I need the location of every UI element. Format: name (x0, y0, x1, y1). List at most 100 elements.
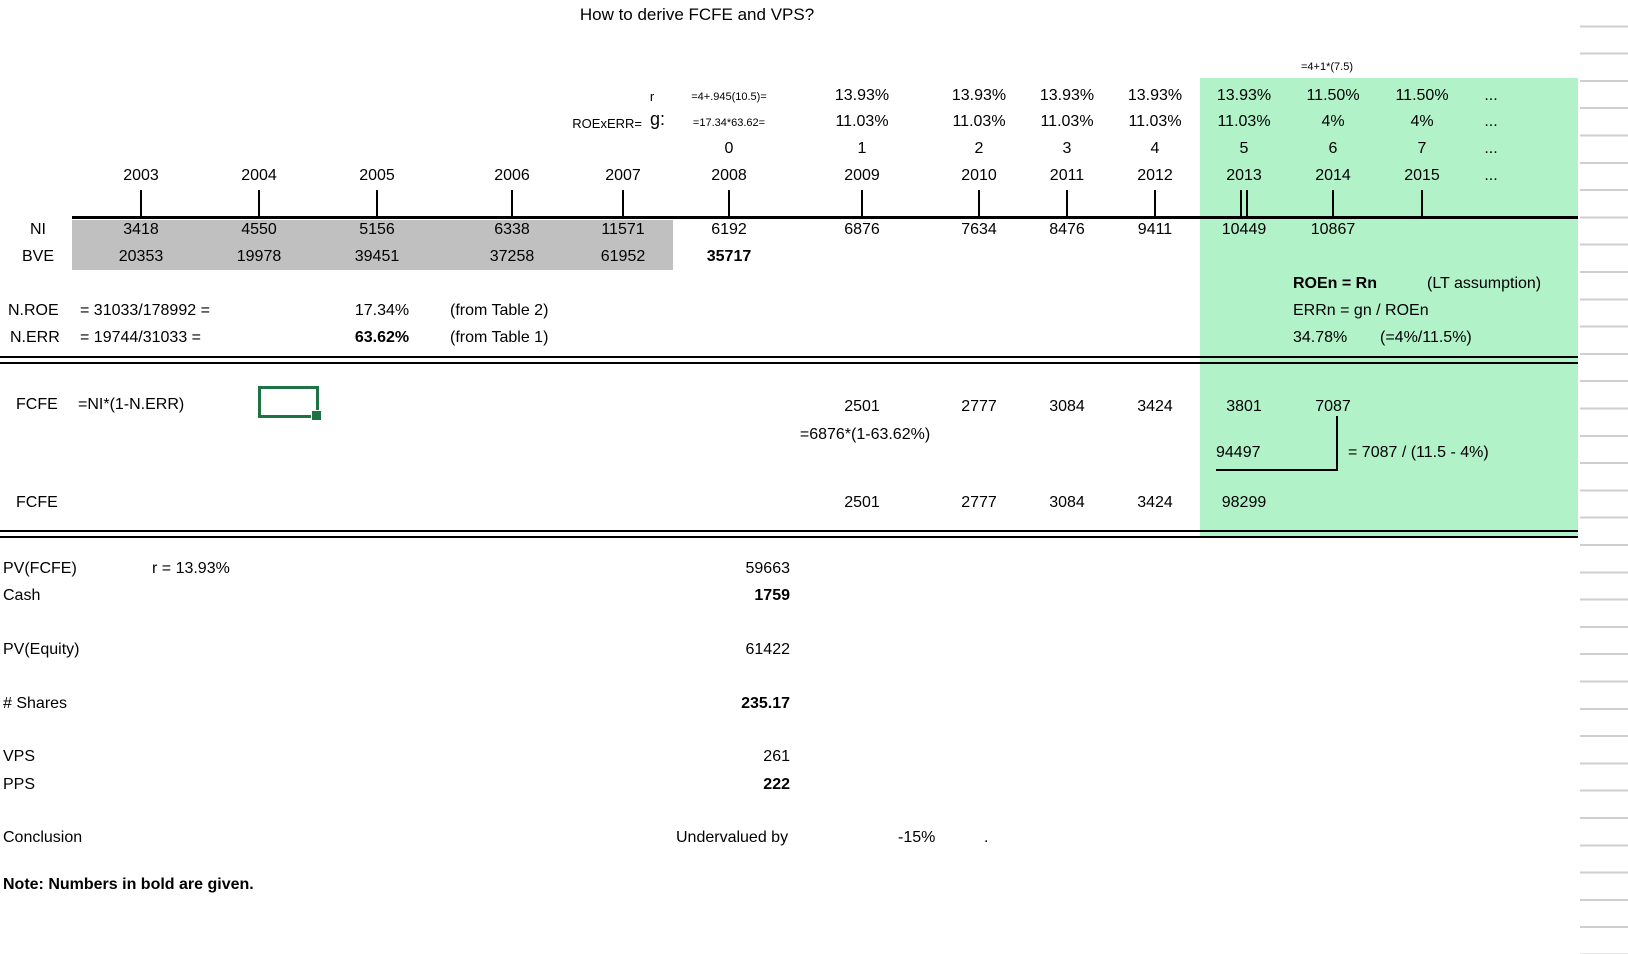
nroe-formula: = 31033/178992 = (80, 302, 210, 319)
fcfe-total-value: 3084 (1049, 494, 1085, 511)
ni-value: 6192 (711, 221, 747, 238)
separator-double-line (0, 530, 1578, 538)
bve-value: 61952 (600, 248, 646, 265)
ni-value: 10449 (1221, 221, 1267, 238)
timeline-tick (140, 190, 142, 216)
fcfe-example-formula: =6876*(1-63.62%) (799, 426, 931, 443)
r-formula: =4+.945(10.5)= (691, 91, 767, 103)
ni-value: 7634 (961, 221, 997, 238)
year-label: 2010 (961, 167, 997, 184)
errn-calc-note: (=4%/11.5%) (1380, 329, 1472, 346)
ni-value: 8476 (1049, 221, 1085, 238)
shares-label: # Shares (3, 695, 68, 712)
timeline-tick (728, 190, 730, 216)
active-cell-selection[interactable] (258, 386, 322, 421)
bve-row-label: BVE (22, 248, 55, 265)
year-label: 2005 (359, 167, 395, 184)
r-value: ... (1484, 87, 1498, 104)
year-label: 2004 (241, 167, 277, 184)
fcfe-total-value: 3424 (1137, 494, 1173, 511)
r-value: 13.93% (1039, 87, 1095, 104)
timeline-tick (511, 190, 513, 216)
period-number: 7 (1417, 140, 1427, 157)
nroe-value: 17.34% (354, 302, 410, 319)
vps-value: 261 (763, 748, 790, 765)
pps-value: 222 (763, 776, 790, 793)
bve-value: 19978 (236, 248, 282, 265)
year-label: 2014 (1315, 167, 1351, 184)
year-label: 2012 (1137, 167, 1173, 184)
conclusion-text: Undervalued by (676, 829, 789, 846)
r-value: 11.50% (1395, 87, 1449, 104)
fcfe-definition-formula: =NI*(1-N.ERR) (78, 396, 185, 413)
r-value: 13.93% (951, 87, 1007, 104)
separator-double-line (0, 356, 1578, 364)
fcfe-total-row-label: FCFE (16, 494, 58, 511)
r-value: 13.93% (1127, 87, 1183, 104)
nerr-source: (from Table 1) (450, 329, 549, 346)
year-label: 2013 (1226, 167, 1262, 184)
history-shaded-band (72, 220, 673, 270)
period-number: 6 (1328, 140, 1338, 157)
period-number: 5 (1239, 140, 1249, 157)
year-label: 2009 (844, 167, 880, 184)
fcfe-value: 3084 (1049, 398, 1085, 415)
conclusion-value: -15% (898, 829, 936, 846)
ni-value: 5156 (359, 221, 395, 238)
terminal-r-note: =4+1*(7.5) (1301, 61, 1353, 73)
timeline-tick (1332, 190, 1334, 216)
year-label: 2015 (1404, 167, 1440, 184)
year-label: 2007 (605, 167, 641, 184)
year-label: 2008 (711, 167, 747, 184)
pv-equity-value: 61422 (745, 641, 791, 658)
period-number: 4 (1150, 140, 1160, 157)
g-value: 11.03% (1128, 113, 1182, 130)
period-number: 3 (1062, 140, 1072, 157)
g-value: 11.03% (952, 113, 1006, 130)
bve-value-given: 35717 (706, 248, 752, 265)
fcfe-row-label: FCFE (16, 396, 58, 413)
errn-rule: ERRn = gn / ROEn (1293, 302, 1429, 319)
ni-row-label: NI (30, 221, 46, 238)
r-value: 13.93% (834, 87, 890, 104)
terminal-value: 94497 (1216, 444, 1261, 461)
g-label: g: (650, 109, 666, 129)
bve-value: 39451 (354, 248, 400, 265)
bottom-note: Note: Numbers in bold are given. (3, 876, 254, 893)
spreadsheet-gridlines (1580, 0, 1628, 954)
year-label: 2006 (494, 167, 530, 184)
nerr-label: N.ERR (10, 329, 60, 346)
fcfe-value: 2501 (844, 398, 880, 415)
nroe-source: (from Table 2) (450, 302, 549, 319)
fcfe-total-value: 98299 (1221, 494, 1267, 511)
errn-value: 34.78% (1293, 329, 1348, 346)
fcfe-value: 3424 (1137, 398, 1173, 415)
ni-value: 4550 (241, 221, 277, 238)
bve-value: 37258 (489, 248, 535, 265)
r-value: 13.93% (1216, 87, 1272, 104)
timeline-tick-double (1246, 190, 1248, 216)
period-number: 1 (857, 140, 867, 157)
terminal-value-formula: = 7087 / (11.5 - 4%) (1348, 444, 1489, 461)
nerr-formula: = 19744/31033 = (80, 329, 202, 346)
ni-value: 6876 (844, 221, 880, 238)
timeline-tick (1154, 190, 1156, 216)
timeline-tick (1421, 190, 1423, 216)
timeline-tick-double (1240, 190, 1242, 216)
timeline-tick (622, 190, 624, 216)
timeline-axis (72, 216, 1578, 219)
pv-fcfe-rate: r = 13.93% (152, 560, 230, 577)
cash-value: 1759 (754, 587, 790, 604)
ni-value: 10867 (1310, 221, 1356, 238)
lt-assumption-note: (LT assumption) (1427, 275, 1542, 292)
timeline-tick (978, 190, 980, 216)
terminal-value-connector-vertical (1336, 416, 1338, 471)
g-value: 11.03% (1040, 113, 1094, 130)
fill-handle[interactable] (311, 410, 322, 421)
pv-fcfe-value: 59663 (745, 560, 791, 577)
year-label: 2003 (123, 167, 159, 184)
pps-label: PPS (3, 776, 36, 793)
fcfe-value: 3801 (1226, 398, 1262, 415)
shares-value: 235.17 (741, 695, 790, 712)
ni-value: 11571 (601, 221, 645, 238)
